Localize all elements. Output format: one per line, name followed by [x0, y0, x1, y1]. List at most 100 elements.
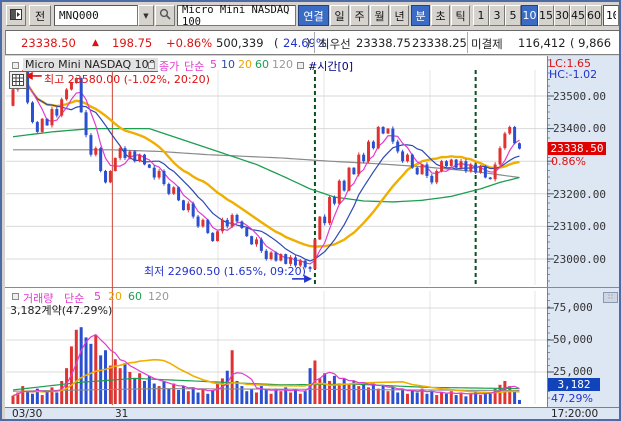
period-week-label: 주 [354, 9, 365, 23]
volume-percent: 24.69% [283, 36, 327, 50]
toolbar: 전 MNQ000 ▼ Micro Mini NASDAQ 100 연결 일 주 … [2, 2, 619, 28]
time-overlay-label: #시간[0] [308, 60, 354, 73]
ma60-label: 60 [255, 58, 269, 71]
vol-label-25000: 25,000 [553, 365, 593, 378]
interval-15-label: 15 [539, 9, 553, 22]
divider [467, 32, 468, 53]
volume-title: 거래량 [23, 292, 54, 305]
close-label: 종가 [159, 60, 180, 73]
y-label-23400: 23400.00 [553, 122, 606, 135]
period-year-button[interactable]: 년 [390, 5, 409, 26]
mode-minute-button[interactable]: 분 [411, 5, 430, 26]
change-percent: +0.86% [166, 36, 213, 50]
search-button[interactable] [155, 5, 175, 26]
interval-45-label: 45 [571, 9, 585, 22]
best-bid: 23338.25 [412, 36, 467, 50]
mode-second-label: 초 [435, 9, 446, 23]
total-volume: 500,339 [216, 36, 264, 50]
period-month-label: 월 [374, 9, 385, 23]
current-price-marker: 23338.50 [548, 142, 606, 155]
symbol-combo[interactable]: MNQ000 [54, 5, 138, 26]
chart-title: Micro Mini NASDAQ 100 [23, 58, 158, 72]
low-annotation: 최저 22960.50 (1.65%, 09:20) [144, 265, 306, 278]
open-interest-label: 미결제 [471, 37, 503, 51]
ma5-label: 5 [210, 58, 217, 71]
pane-divider[interactable] [5, 287, 619, 288]
pane-scale-button[interactable]: ∷ [603, 292, 618, 303]
interval-60-button[interactable]: 60 [586, 5, 602, 26]
x-label-day1: 03/30 [12, 408, 43, 420]
data-table-button[interactable] [9, 71, 27, 89]
volume-ma-type-label: 단순 [64, 292, 85, 305]
current-price-percent: 0.86% [551, 155, 586, 168]
ma-type-label: 단순 [184, 60, 205, 73]
y-label-23500: 23500.00 [553, 90, 606, 103]
table-grid-icon [10, 74, 26, 91]
connect-label: 연결 [303, 9, 324, 23]
best-label: 최우선 [319, 37, 351, 51]
vol-label-50000: 50,000 [553, 333, 593, 346]
layout-icon [10, 8, 22, 23]
period-month-button[interactable]: 월 [370, 5, 389, 26]
interval-5-button[interactable]: 5 [505, 5, 521, 26]
title-checkbox[interactable] [12, 62, 19, 69]
y-label-23200: 23200.00 [553, 188, 606, 201]
interval-15-button[interactable]: 15 [538, 5, 554, 26]
vol-label-75000: 75,000 [553, 301, 593, 314]
overlay-checkbox[interactable] [297, 62, 304, 69]
layout-icon-button[interactable] [6, 5, 26, 26]
volume-legend-checkbox[interactable] [12, 293, 19, 300]
period-year-label: 년 [394, 9, 405, 23]
current-volume-percent: 47.29% [551, 392, 593, 405]
symbol-name-field: Micro Mini NASDAQ 100 [177, 4, 296, 28]
best-ask: 23338.75 [356, 36, 411, 50]
current-volume-marker: 3,182 [548, 378, 600, 391]
ma-legend-checkbox[interactable] [148, 62, 155, 69]
volume-ma5-label: 5 [94, 290, 101, 303]
open-interest-extra: ( 9,866 [570, 36, 612, 50]
interval-5-label: 5 [509, 9, 517, 22]
volume-current-readout: 3,182계약(47.29%) [10, 304, 113, 317]
chart-plot-area[interactable] [5, 56, 547, 407]
period-day-button[interactable]: 일 [330, 5, 349, 26]
last-price: 23338.50 [21, 36, 76, 50]
price-axis[interactable] [547, 56, 619, 407]
date-axis[interactable] [5, 407, 619, 419]
mode-tick-label: 틱 [455, 9, 466, 23]
chevron-down-icon: ▼ [143, 11, 149, 20]
interval-10-button[interactable]: 10 [521, 5, 538, 26]
ma120-label: 120 [272, 58, 293, 71]
interval-45-button[interactable]: 45 [570, 5, 586, 26]
divider [314, 32, 315, 53]
price-change: 198.75 [112, 36, 153, 50]
interval-30-button[interactable]: 30 [554, 5, 570, 26]
period-day-label: 일 [334, 9, 345, 23]
high-annotation: 최고 23580.00 (-1.02%, 20:20) [44, 73, 210, 86]
ma20-label: 20 [238, 58, 252, 71]
jeon-label: 전 [34, 9, 46, 23]
high-change-readout: HC:-1.02 [549, 68, 598, 81]
interval-10-label: 10 [522, 9, 537, 22]
volume-paren-close: ) [306, 36, 311, 50]
quote-bar: 23338.50 ▲ 198.75 +0.86% 500,339 ( 24.69… [5, 30, 619, 55]
interval-input[interactable] [603, 5, 619, 26]
period-week-button[interactable]: 주 [350, 5, 369, 26]
volume-ma120-label: 120 [148, 290, 169, 303]
y-label-23000: 23000.00 [553, 253, 606, 266]
volume-ma60-label: 60 [128, 290, 142, 303]
ma10-label: 10 [221, 58, 235, 71]
connect-button[interactable]: 연결 [298, 5, 329, 26]
open-interest-value: 116,412 [518, 36, 566, 50]
interval-3-label: 3 [493, 9, 501, 22]
interval-1-button[interactable]: 1 [473, 5, 489, 26]
interval-30-label: 30 [555, 9, 569, 22]
symbol-dropdown-button[interactable]: ▼ [138, 5, 154, 26]
mode-second-button[interactable]: 초 [431, 5, 450, 26]
mode-tick-button[interactable]: 틱 [451, 5, 470, 26]
up-arrow-icon: ▲ [92, 38, 99, 48]
volume-ma20-label: 20 [108, 290, 122, 303]
interval-3-button[interactable]: 3 [489, 5, 505, 26]
mode-minute-label: 분 [415, 9, 426, 23]
jeon-button[interactable]: 전 [29, 5, 51, 26]
